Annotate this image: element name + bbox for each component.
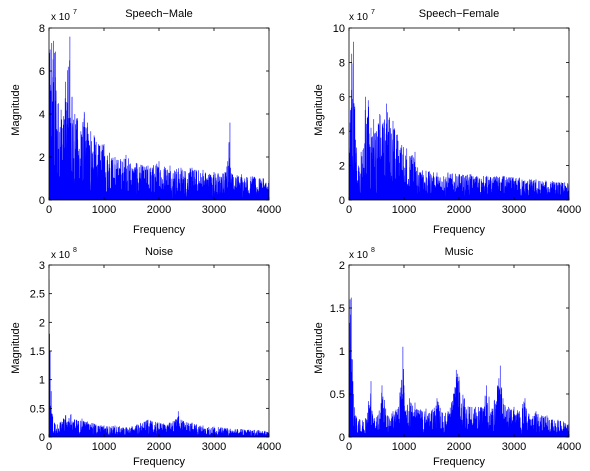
x-tick-label: 3000 [202,204,226,216]
x-tick-label: 4000 [257,204,281,216]
y-tick-label: 1.5 [30,346,45,358]
y-tick-label: 0 [339,195,345,207]
y-tick-label: 2.5 [30,289,45,301]
panel-speech-female: Speech−Female x 10 7 Magnitude Frequency… [313,8,581,236]
y-tick-label: 2 [39,152,45,164]
x-tick-label: 3000 [502,204,526,216]
exponent-base: x 10 [349,12,368,23]
x-tick-label: 0 [46,204,52,216]
x-tick-label: 0 [46,441,52,453]
y-tick-label: 0 [39,432,45,444]
spectrum-series-line [349,41,569,200]
x-tick-label: 1000 [92,441,116,453]
y-tick-label: 0 [339,432,345,444]
y-tick-label: 2 [39,317,45,329]
x-axis-label: Frequency [433,224,485,236]
x-tick-label: 2000 [147,441,171,453]
y-tick-label: 1.5 [330,303,345,315]
x-axis-label: Frequency [133,456,185,468]
y-tick-label: 3 [39,260,45,272]
x-tick-label: 1000 [92,204,116,216]
y-tick-label: 6 [339,92,345,104]
plot-area: 0 1000 2000 3000 4000 0 0.5 1 1.5 2 [330,260,582,453]
exponent-power: 8 [371,247,375,254]
x-tick-label: 4000 [557,441,581,453]
y-tick-label: 1 [339,346,345,358]
y-axis-label: Magnitude [313,322,325,373]
panel-noise: Noise x 10 8 Magnitude Frequency 0 1000 20… [10,246,281,468]
panel-title: Music [445,246,474,258]
x-tick-label: 0 [346,204,352,216]
y-tick-label: 0 [39,195,45,207]
x-tick-label: 0 [346,441,352,453]
exponent-power: 7 [73,9,77,16]
exponent-base: x 10 [51,250,70,261]
plot-area: 0 1000 2000 3000 4000 0 2 4 6 8 [39,23,281,216]
exponent-base: x 10 [349,250,368,261]
x-tick-label: 2000 [447,441,471,453]
spectrum-series-line [349,297,569,437]
y-tick-label: 4 [39,109,45,121]
y-axis-label: Magnitude [313,84,325,135]
exponent-power: 8 [73,247,77,254]
y-tick-label: 8 [339,57,345,69]
x-tick-label: 1000 [392,204,416,216]
x-axis-label: Frequency [133,224,185,236]
panel-title: Speech−Female [419,8,499,20]
x-tick-label: 1000 [392,441,416,453]
y-tick-label: 2 [339,260,345,272]
y-tick-label: 8 [39,23,45,35]
x-tick-label: 4000 [257,441,281,453]
x-axis-label: Frequency [433,456,485,468]
exponent-base: x 10 [51,12,70,23]
y-axis-label: Magnitude [10,84,22,135]
y-tick-label: 6 [39,66,45,78]
plot-area: 0 1000 2000 3000 4000 0 0.5 1 1.5 2 2.5 3 [30,260,282,453]
exponent-power: 7 [371,9,375,16]
y-tick-label: 0.5 [30,403,45,415]
x-tick-label: 3000 [202,441,226,453]
spectrum-series-line [49,36,269,200]
x-tick-label: 4000 [557,204,581,216]
y-tick-label: 10 [333,23,345,35]
y-tick-label: 4 [339,126,345,138]
panel-music: Music x 10 8 Magnitude Frequency 0 1000 20… [313,246,581,468]
x-tick-label: 3000 [502,441,526,453]
y-tick-label: 0.5 [330,389,345,401]
x-tick-label: 2000 [447,204,471,216]
axes-frame [48,264,270,438]
y-axis-label: Magnitude [10,322,22,373]
y-tick-label: 2 [339,161,345,173]
y-tick-label: 1 [39,375,45,387]
spectrum-series-line [49,279,269,437]
x-tick-label: 2000 [147,204,171,216]
panel-speech-male: Speech−Male x 10 7 Magnitude Frequency 0… [10,8,281,236]
plot-area: 0 1000 2000 3000 4000 0 2 4 6 8 10 [333,23,581,216]
panel-title: Noise [145,246,173,258]
panel-title: Speech−Male [125,8,193,20]
